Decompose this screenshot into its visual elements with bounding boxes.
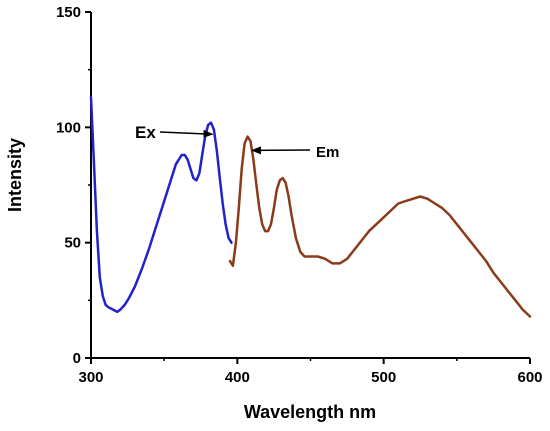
x-tick-label: 600 <box>517 369 542 386</box>
x-tick-label: 300 <box>78 369 103 386</box>
y-tick-label: 0 <box>73 350 81 367</box>
axis-labels: Wavelength nm Intensity <box>5 138 376 422</box>
series-line-ex <box>89 96 233 314</box>
y-tick-label: 100 <box>56 119 81 136</box>
series-group <box>89 96 532 318</box>
x-axis-title: Wavelength nm <box>244 402 376 422</box>
x-tick-label: 500 <box>371 369 396 386</box>
y-tick-label: 50 <box>64 235 81 252</box>
axes: 0 50 100 150 300 400 500 600 <box>56 4 543 386</box>
annotation-label-ex: Ex <box>135 123 156 142</box>
annotation-label-em: Em <box>316 144 339 161</box>
annotation-arrow-ex <box>159 129 214 138</box>
x-tick-label: 400 <box>225 369 250 386</box>
y-axis-title: Intensity <box>5 138 25 212</box>
series-line-em <box>228 135 532 318</box>
annotations: Ex Em <box>135 123 339 161</box>
y-tick-label: 150 <box>56 4 81 21</box>
